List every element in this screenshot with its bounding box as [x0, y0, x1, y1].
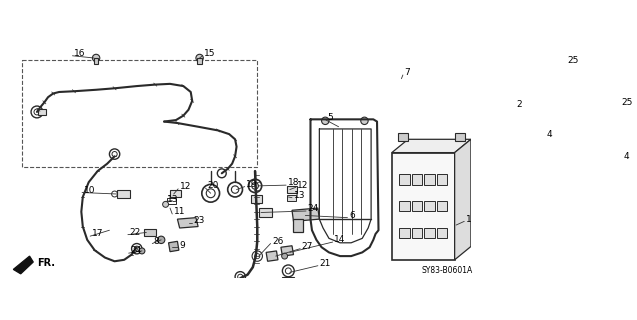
Text: 20: 20: [207, 181, 218, 190]
Bar: [144, 229, 156, 236]
Text: 21: 21: [319, 259, 331, 268]
Bar: [437, 201, 447, 212]
Bar: [170, 189, 181, 197]
Text: 4: 4: [623, 152, 629, 161]
Bar: [22, 60, 257, 167]
Bar: [117, 189, 130, 198]
Circle shape: [92, 54, 100, 62]
Text: 26: 26: [272, 237, 283, 246]
Text: 7: 7: [404, 68, 410, 77]
Circle shape: [609, 97, 620, 108]
Text: 4: 4: [547, 130, 553, 139]
Bar: [167, 198, 176, 204]
Text: 16: 16: [74, 49, 85, 58]
Polygon shape: [294, 219, 303, 232]
Text: 2: 2: [516, 100, 522, 109]
Text: 6: 6: [349, 211, 355, 220]
Polygon shape: [455, 139, 471, 260]
Text: 12: 12: [180, 182, 191, 191]
Text: SY83-B0601A: SY83-B0601A: [422, 266, 473, 276]
Bar: [397, 133, 408, 141]
Text: 17: 17: [92, 229, 103, 238]
Bar: [412, 174, 422, 185]
Text: 24: 24: [308, 204, 318, 213]
Text: FR.: FR.: [37, 259, 55, 268]
Text: 13: 13: [294, 191, 305, 200]
Bar: [399, 201, 410, 212]
Bar: [424, 201, 434, 212]
Text: 23: 23: [194, 216, 205, 225]
Polygon shape: [169, 241, 179, 252]
Polygon shape: [392, 139, 471, 153]
Text: 1: 1: [466, 215, 471, 224]
Bar: [455, 133, 465, 141]
Circle shape: [558, 60, 568, 70]
Text: 5: 5: [327, 113, 333, 122]
Bar: [437, 174, 447, 185]
Text: 24: 24: [130, 246, 141, 255]
Text: 13: 13: [167, 195, 178, 204]
Bar: [287, 186, 297, 193]
Text: 19: 19: [246, 180, 258, 189]
Bar: [392, 153, 455, 260]
Text: 9: 9: [180, 241, 185, 250]
Polygon shape: [178, 218, 198, 228]
Polygon shape: [266, 251, 278, 261]
Text: 25: 25: [621, 98, 633, 107]
Bar: [287, 195, 296, 201]
Text: 11: 11: [174, 207, 185, 216]
Bar: [399, 228, 410, 238]
Polygon shape: [13, 256, 33, 274]
Text: 22: 22: [129, 228, 141, 237]
Polygon shape: [281, 246, 294, 256]
Circle shape: [196, 54, 203, 62]
Bar: [94, 58, 98, 64]
Circle shape: [162, 201, 169, 207]
Bar: [399, 174, 410, 185]
Bar: [38, 109, 46, 115]
Text: 25: 25: [567, 56, 578, 65]
Text: 14: 14: [334, 235, 345, 244]
Text: 10: 10: [83, 186, 95, 195]
Circle shape: [282, 253, 287, 259]
Bar: [437, 228, 447, 238]
Text: 27: 27: [301, 242, 313, 251]
Text: 12: 12: [297, 180, 308, 190]
Circle shape: [139, 248, 145, 254]
Text: 8: 8: [154, 237, 159, 246]
Bar: [252, 196, 262, 203]
Circle shape: [157, 236, 165, 244]
Polygon shape: [292, 208, 319, 221]
Bar: [197, 58, 202, 64]
Bar: [412, 201, 422, 212]
Bar: [282, 277, 294, 284]
Bar: [424, 228, 434, 238]
Text: 18: 18: [287, 179, 299, 188]
Bar: [412, 228, 422, 238]
Polygon shape: [517, 100, 573, 123]
Bar: [259, 208, 272, 217]
Text: 15: 15: [204, 49, 215, 58]
Circle shape: [361, 117, 368, 124]
Bar: [424, 174, 434, 185]
Circle shape: [322, 117, 329, 124]
